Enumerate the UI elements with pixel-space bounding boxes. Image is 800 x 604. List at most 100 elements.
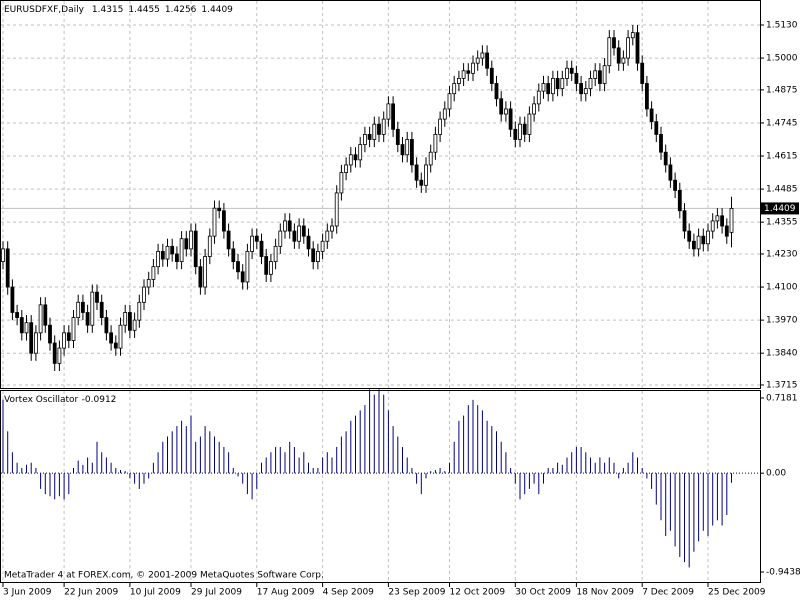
candle-body bbox=[151, 266, 156, 280]
x-tick-label: 29 Jul 2009 bbox=[191, 588, 242, 598]
candle-body bbox=[231, 248, 236, 263]
candle-body bbox=[66, 332, 71, 341]
candle-body bbox=[358, 144, 363, 161]
candle-body bbox=[146, 279, 151, 288]
candle-body bbox=[104, 317, 109, 334]
candle-body bbox=[400, 144, 405, 156]
candle-body bbox=[259, 240, 264, 257]
candle-body bbox=[189, 230, 193, 250]
candle-body bbox=[536, 90, 541, 105]
candle-body bbox=[118, 324, 123, 349]
candle-body bbox=[334, 192, 339, 227]
candle-body bbox=[362, 133, 367, 145]
candle-body bbox=[184, 238, 189, 250]
candle-body bbox=[560, 78, 565, 90]
candle-body bbox=[344, 164, 349, 173]
price-panel bbox=[0, 0, 761, 389]
x-tick-label: 4 Sep 2009 bbox=[323, 588, 375, 598]
candle-body bbox=[330, 225, 334, 232]
candle-body bbox=[616, 47, 621, 64]
copyright: MetaTrader 4 at FOREX.com, © 2001-2009 M… bbox=[4, 571, 324, 581]
candle-body bbox=[156, 251, 161, 268]
chart-title: EURUSDFXF,Daily 1.4315 1.4455 1.4256 1.4409 bbox=[4, 5, 233, 15]
indicator-value: -0.0912 bbox=[82, 395, 117, 405]
candle-body bbox=[165, 245, 170, 260]
candle-body bbox=[367, 133, 372, 140]
candle-body bbox=[579, 83, 583, 95]
candle-body bbox=[729, 208, 734, 233]
candle-body bbox=[551, 78, 555, 95]
candle-body bbox=[160, 251, 165, 260]
candle-body bbox=[574, 72, 579, 84]
candle-body bbox=[692, 240, 696, 250]
candle-body bbox=[583, 88, 588, 95]
candle-body bbox=[645, 83, 649, 110]
x-tick-label: 30 Oct 2009 bbox=[515, 588, 571, 598]
candle-body bbox=[522, 123, 527, 135]
candle-body bbox=[76, 301, 81, 318]
oscillator-panel bbox=[0, 390, 761, 583]
candle-body bbox=[377, 123, 381, 135]
candle-body bbox=[132, 319, 137, 331]
candle-body bbox=[555, 78, 560, 90]
candle-body bbox=[5, 248, 10, 288]
candle-body bbox=[325, 230, 330, 242]
candle-body bbox=[518, 123, 522, 140]
candle-body bbox=[546, 83, 551, 95]
candle-body bbox=[254, 235, 259, 242]
candle-body bbox=[273, 245, 278, 263]
y-tick-label: 1.4485 bbox=[766, 185, 798, 195]
candle-body bbox=[264, 256, 269, 275]
candle-body bbox=[447, 93, 452, 110]
candle-body bbox=[659, 133, 663, 153]
candle-body bbox=[466, 70, 471, 74]
candle-body bbox=[499, 98, 504, 115]
candle-body bbox=[226, 230, 231, 250]
candle-body bbox=[19, 317, 24, 334]
candle-body bbox=[292, 230, 297, 242]
candle-body bbox=[424, 164, 428, 186]
candle-body bbox=[724, 225, 729, 237]
candle-body bbox=[174, 253, 179, 263]
high-value: 1.4455 bbox=[128, 5, 160, 15]
candle-body bbox=[339, 172, 344, 194]
candle-body bbox=[85, 312, 90, 326]
candle-body bbox=[621, 57, 626, 64]
candle-body bbox=[301, 225, 306, 237]
candle-body bbox=[452, 83, 457, 95]
y-tick-label: 1.4100 bbox=[766, 283, 798, 293]
x-tick-label: 23 Sep 2009 bbox=[388, 588, 445, 598]
y-tick-label: 1.3715 bbox=[766, 381, 798, 391]
candle-body bbox=[588, 78, 593, 90]
candle-body bbox=[541, 83, 546, 92]
candle-body bbox=[43, 304, 48, 326]
candle-body bbox=[207, 235, 212, 257]
indicator-name: Vortex Oscillator bbox=[4, 395, 79, 405]
candle-body bbox=[250, 235, 255, 252]
candle-body bbox=[52, 342, 57, 364]
y-tick-label: 1.4355 bbox=[766, 218, 798, 228]
x-tick-label: 3 Jun 2009 bbox=[3, 588, 52, 598]
y-tick-label: 1.4230 bbox=[766, 249, 798, 259]
candle-body bbox=[353, 154, 358, 161]
candle-body bbox=[127, 312, 132, 331]
candle-body bbox=[649, 108, 654, 123]
candle-body bbox=[109, 332, 113, 344]
candle-body bbox=[442, 108, 447, 120]
x-tick-label: 12 Oct 2009 bbox=[450, 588, 506, 598]
x-tick-label: 25 Dec 2009 bbox=[708, 588, 766, 598]
candle-body bbox=[320, 240, 325, 252]
candle-body bbox=[475, 57, 480, 64]
candle-body bbox=[602, 65, 607, 84]
candle-body bbox=[569, 67, 574, 74]
candle-body bbox=[687, 230, 692, 242]
candle-body bbox=[668, 164, 673, 181]
candle-body bbox=[696, 235, 701, 250]
x-tick-label: 10 Jul 2009 bbox=[130, 588, 181, 598]
candle-body bbox=[527, 113, 532, 135]
candle-body bbox=[663, 151, 668, 166]
x-tick-label: 17 Aug 2009 bbox=[257, 588, 315, 598]
low-value: 1.4256 bbox=[165, 5, 197, 15]
